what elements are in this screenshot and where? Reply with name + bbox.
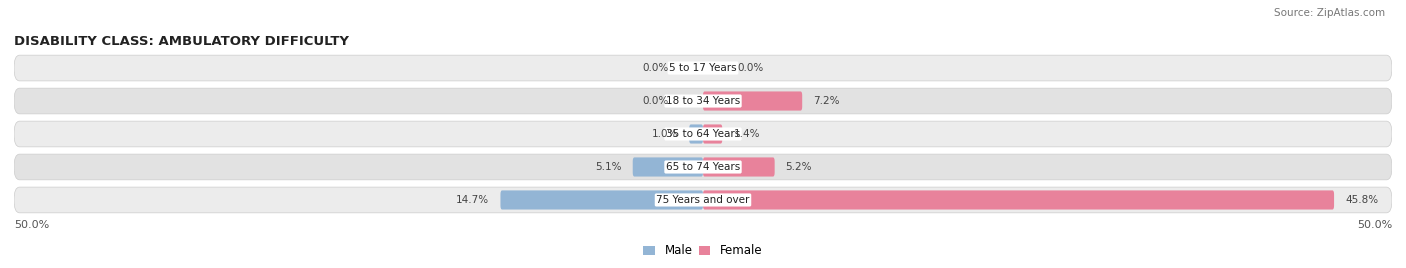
FancyBboxPatch shape bbox=[501, 190, 703, 210]
FancyBboxPatch shape bbox=[14, 55, 1392, 81]
Text: 14.7%: 14.7% bbox=[457, 195, 489, 205]
Text: DISABILITY CLASS: AMBULATORY DIFFICULTY: DISABILITY CLASS: AMBULATORY DIFFICULTY bbox=[14, 35, 349, 48]
FancyBboxPatch shape bbox=[14, 154, 1392, 180]
FancyBboxPatch shape bbox=[689, 124, 703, 144]
Text: 45.8%: 45.8% bbox=[1346, 195, 1378, 205]
Text: 65 to 74 Years: 65 to 74 Years bbox=[666, 162, 740, 172]
FancyBboxPatch shape bbox=[703, 190, 1334, 210]
Text: Source: ZipAtlas.com: Source: ZipAtlas.com bbox=[1274, 8, 1385, 18]
FancyBboxPatch shape bbox=[703, 91, 803, 111]
FancyBboxPatch shape bbox=[703, 157, 775, 177]
Text: 5.1%: 5.1% bbox=[595, 162, 621, 172]
FancyBboxPatch shape bbox=[14, 88, 1392, 114]
Text: 1.0%: 1.0% bbox=[652, 129, 678, 139]
FancyBboxPatch shape bbox=[633, 157, 703, 177]
Text: 7.2%: 7.2% bbox=[813, 96, 839, 106]
Text: 50.0%: 50.0% bbox=[14, 220, 49, 230]
Text: 18 to 34 Years: 18 to 34 Years bbox=[666, 96, 740, 106]
Text: 0.0%: 0.0% bbox=[643, 63, 669, 73]
Text: 5 to 17 Years: 5 to 17 Years bbox=[669, 63, 737, 73]
Text: 0.0%: 0.0% bbox=[643, 96, 669, 106]
Legend: Male, Female: Male, Female bbox=[638, 239, 768, 262]
Text: 50.0%: 50.0% bbox=[1357, 220, 1392, 230]
Text: 35 to 64 Years: 35 to 64 Years bbox=[666, 129, 740, 139]
Text: 5.2%: 5.2% bbox=[786, 162, 813, 172]
FancyBboxPatch shape bbox=[14, 121, 1392, 147]
Text: 0.0%: 0.0% bbox=[738, 63, 763, 73]
FancyBboxPatch shape bbox=[14, 187, 1392, 213]
Text: 1.4%: 1.4% bbox=[734, 129, 759, 139]
Text: 75 Years and over: 75 Years and over bbox=[657, 195, 749, 205]
FancyBboxPatch shape bbox=[703, 124, 723, 144]
